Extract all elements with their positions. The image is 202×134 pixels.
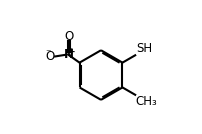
Text: +: + <box>67 47 75 56</box>
Text: ⁻: ⁻ <box>45 48 51 58</box>
Text: SH: SH <box>136 42 152 55</box>
Text: CH₃: CH₃ <box>136 96 157 109</box>
Text: O: O <box>64 30 74 43</box>
Text: N: N <box>64 48 74 61</box>
Text: O: O <box>46 50 55 63</box>
